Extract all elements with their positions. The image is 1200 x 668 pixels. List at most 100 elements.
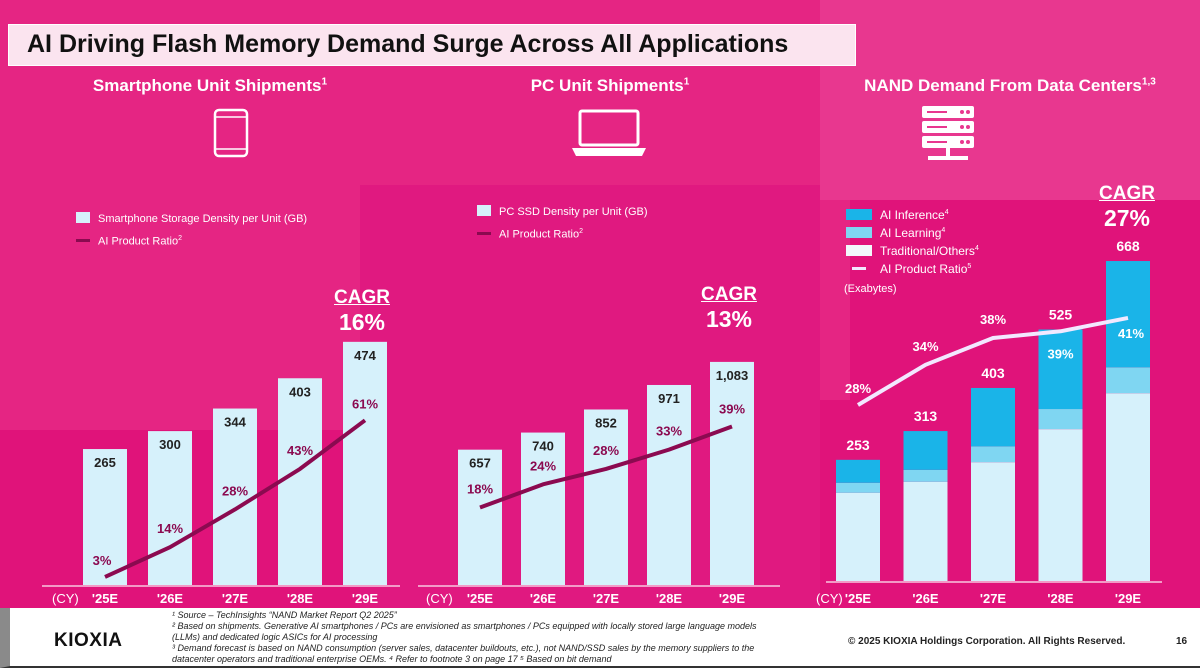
ai-ratio-label: 61% [352,396,378,411]
x-tick-label: '26E [157,591,184,606]
footnote: ¹ Source – TechInsights “NAND Market Rep… [172,610,397,620]
bar-value-label: 313 [914,408,938,424]
cagr-datacenter: CAGR 27% [1092,183,1162,232]
bar-value-label: 525 [1049,307,1073,323]
legend-label: AI Product Ratio [499,228,580,241]
page-number: 16 [1176,636,1188,647]
bar-segment [903,469,948,482]
legend-label: Smartphone Storage Density per Unit (GB) [98,213,308,225]
footnote-ref: 4 [974,245,979,252]
cagr-label: CAGR [334,287,390,308]
bar-value-label: 403 [289,384,311,399]
legend-label: AI Learning [880,226,942,240]
ai-ratio-label: 28% [222,483,248,498]
legend-item: PC SSD Density per Unit (GB) [477,203,648,222]
bar-value-label: 253 [846,437,870,453]
legend-label: AI Product Ratio [880,262,968,276]
footnote: ³ Demand forecast is based on NAND consu… [172,643,755,664]
cagr-value: 27% [1103,205,1151,231]
legend-item: AI Inference4 [846,205,979,223]
bar-value-label: 344 [224,415,246,430]
ai-ratio-label: 38% [980,312,1006,327]
bar [458,449,502,585]
legend-item: AI Learning4 [846,223,979,241]
axis-prefix: (CY) [816,591,843,606]
x-tick-label: '29E [1115,591,1142,606]
footnote-ref: 5 [967,263,972,270]
ai-ratio-label: 24% [530,458,556,473]
bar [83,449,127,585]
footnotes: ¹ Source – TechInsights “NAND Market Rep… [172,610,772,665]
bar-segment [1106,393,1150,581]
bar-value-label: 403 [981,365,1005,381]
legend-datacenter: AI Inference4 AI Learning4 Traditional/O… [846,205,979,277]
legend-item: AI Product Ratio2 [76,229,307,252]
legend-label: PC SSD Density per Unit (GB) [499,206,648,218]
bar-segment [1038,429,1083,581]
bar [343,341,387,585]
title-text: Smartphone Unit Shipments [92,76,322,95]
bar-segment [1038,409,1083,430]
x-tick-label: '28E [656,591,683,606]
server-icon [922,106,974,160]
bar-value-label: 657 [469,456,491,471]
cagr-value: 16% [338,309,386,335]
cagr-value: 13% [705,306,753,332]
bar-value-label: 265 [94,455,116,470]
background-panel [820,0,1200,200]
x-tick-label: '25E [845,591,872,606]
legend-swatch [477,231,491,235]
x-tick-label: '29E [352,591,379,606]
ai-ratio-line [856,315,1129,407]
kioxia-logo: KIOXIA [54,630,123,651]
legend-swatch [852,267,866,270]
title-text: PC Unit Shipments [530,76,684,95]
ai-ratio-label: 34% [912,339,938,354]
footnote-ref: 2 [178,235,182,242]
bar-segment [1106,261,1150,368]
x-tick-label: '26E [530,591,557,606]
ai-ratio-label: 43% [287,443,313,458]
slide: AI Driving Flash Memory Demand Surge Acr… [0,0,1200,608]
charts-svg: 265 '25E 300 '26E 344 '27E 403 '28E 474 '29E 3% 14%… [42,238,1162,606]
bar [213,408,257,585]
footnote-ref: 1 [683,76,690,88]
legend-swatch [477,205,491,216]
bar-segment [903,481,948,581]
bar-segment [971,446,1015,463]
ai-ratio-label: 39% [719,401,745,416]
bar-value-label: 300 [159,437,181,452]
bar-value-label: 740 [532,439,554,454]
footnote-ref: 1,3 [1141,76,1156,88]
bar-value-label: 668 [1116,238,1140,254]
smartphone-icon [213,108,249,158]
cagr-smartphone: CAGR 16% [327,287,397,336]
bar-segment [836,492,880,581]
cagr-label: CAGR [1099,183,1155,204]
bar [278,378,322,585]
ai-ratio-line [104,418,367,579]
footnote-ref: 1 [321,76,328,88]
bar [647,384,691,585]
bar-value-label: 971 [658,391,680,406]
chart-title-pc: PC Unit Shipments1 [460,76,760,96]
legend-swatch [76,212,90,223]
ai-ratio-line [479,424,733,510]
cagr-pc: CAGR 13% [694,284,764,333]
background-panel [820,200,850,400]
legend-label: Traditional/Others [880,244,975,258]
legend-item: AI Product Ratio5 [846,259,979,277]
legend-swatch [846,227,872,238]
x-tick-label: '28E [287,591,314,606]
bar-segment [1106,367,1150,394]
footnote: ² Based on shipments. Generative AI smar… [172,621,757,642]
unit-label: (Exabytes) [844,283,897,295]
legend-item: Smartphone Storage Density per Unit (GB) [76,210,307,229]
legend-swatch [846,209,872,220]
x-tick-label: '26E [912,591,939,606]
footer: KIOXIA ¹ Source – TechInsights “NAND Mar… [0,608,1200,668]
x-tick-label: '25E [92,591,119,606]
bar-value-label: 852 [595,415,617,430]
legend-swatch [846,245,872,256]
ai-ratio-label: 33% [656,424,682,439]
